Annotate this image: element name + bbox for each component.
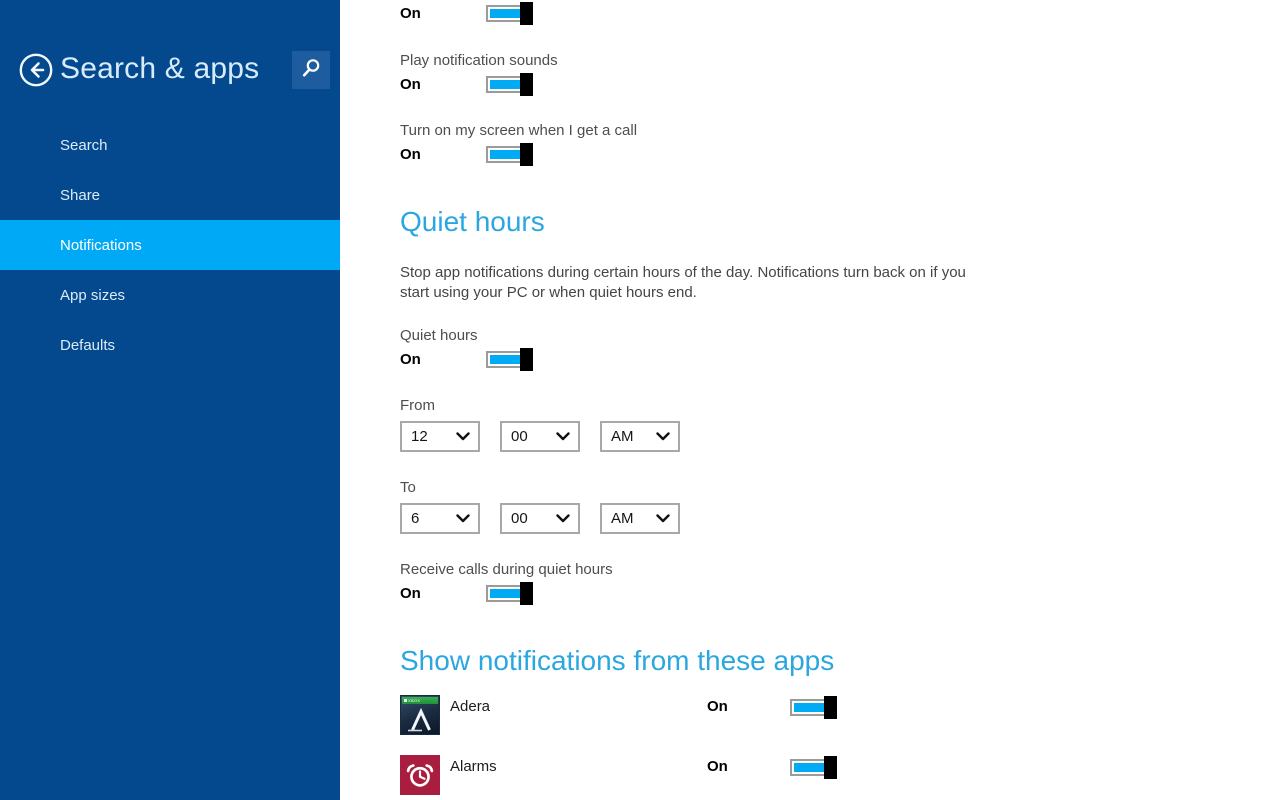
adera-app-icon: XBOX (400, 695, 440, 735)
sidebar: Search & apps Search Share Notifications… (0, 0, 340, 800)
toggle-state-label: On (400, 146, 421, 163)
sidebar-item-search[interactable]: Search (60, 136, 108, 154)
to-hour-wrap: 6 (400, 503, 480, 534)
toggle-switch[interactable] (790, 696, 837, 719)
toggle-thumb[interactable] (520, 582, 533, 605)
toggle-state-label: On (400, 585, 421, 602)
toggle-row-quiet-hours: On (400, 348, 533, 371)
quiet-hours-heading: Quiet hours (400, 206, 545, 237)
toggle-switch[interactable] (790, 756, 837, 779)
to-ampm-select[interactable]: AM (600, 503, 680, 534)
settings-content: On Play notification sounds On Turn on m… (340, 0, 1280, 800)
sidebar-item-share[interactable]: Share (60, 186, 101, 204)
to-hour-select[interactable]: 6 (400, 503, 480, 534)
toggle-state-label: On (400, 76, 421, 93)
app-row-adera: XBOX Adera On (400, 695, 1280, 735)
toggle-row-receive-calls: On (400, 582, 533, 605)
search-button[interactable] (292, 51, 330, 89)
sidebar-item-defaults[interactable]: Defaults (60, 336, 116, 354)
toggle-state-label: On (707, 698, 728, 715)
app-name: Adera (450, 698, 491, 715)
toggle-thumb[interactable] (824, 696, 837, 719)
from-hour-select[interactable]: 12 (400, 421, 480, 452)
toggle-row-screen-on-call: On (400, 143, 533, 166)
to-select-row: 6 00 AM (400, 503, 700, 534)
adera-letter-icon (401, 704, 439, 734)
to-ampm-wrap: AM (600, 503, 680, 534)
xbox-banner: XBOX (402, 697, 438, 704)
toggle-state-label: On (400, 5, 421, 22)
from-hour-wrap: 12 (400, 421, 480, 452)
receive-calls-label: Receive calls during quiet hours (400, 561, 613, 578)
back-arrow-icon (19, 53, 53, 91)
page-title: Search & apps (60, 52, 260, 85)
from-ampm-wrap: AM (600, 421, 680, 452)
sidebar-header: Search & apps (0, 0, 340, 120)
play-sounds-label: Play notification sounds (400, 52, 558, 69)
toggle-thumb[interactable] (520, 2, 533, 25)
from-minute-select[interactable]: 00 (500, 421, 580, 452)
toggle-state-label: On (707, 758, 728, 775)
toggle-switch[interactable] (486, 73, 533, 96)
from-select-row: 12 00 AM (400, 421, 700, 452)
from-ampm-select[interactable]: AM (600, 421, 680, 452)
app-name: Alarms (450, 758, 497, 775)
toggle-switch[interactable] (486, 582, 533, 605)
toggle-switch[interactable] (486, 2, 533, 25)
xbox-badge-label: XBOX (408, 698, 421, 703)
to-minute-wrap: 00 (500, 503, 580, 534)
toggle-row-play-sounds: On (400, 73, 533, 96)
sidebar-nav: Search Share Notifications App sizes Def… (0, 120, 340, 370)
screen-on-call-label: Turn on my screen when I get a call (400, 122, 638, 139)
toggle-thumb[interactable] (520, 348, 533, 371)
alarm-clock-icon (406, 764, 434, 787)
apps-section-heading: Show notifications from these apps (400, 645, 835, 676)
to-minute-select[interactable]: 00 (500, 503, 580, 534)
from-minute-wrap: 00 (500, 421, 580, 452)
from-label: From (400, 397, 435, 414)
search-icon (300, 57, 322, 84)
quiet-hours-toggle-label: Quiet hours (400, 327, 478, 344)
toggle-switch[interactable] (486, 143, 533, 166)
toggle-thumb[interactable] (520, 143, 533, 166)
xbox-logo-icon (404, 699, 407, 702)
alarms-app-icon (400, 755, 440, 795)
to-label: To (400, 479, 416, 496)
toggle-switch[interactable] (486, 348, 533, 371)
toggle-thumb[interactable] (520, 73, 533, 96)
app-row-alarms: Alarms On (400, 755, 1280, 795)
toggle-thumb[interactable] (824, 756, 837, 779)
sidebar-item-notifications[interactable]: Notifications (0, 220, 340, 270)
sidebar-item-app-sizes[interactable]: App sizes (60, 286, 126, 304)
back-button[interactable] (19, 53, 53, 87)
toggle-row-notification-banners: On (400, 2, 533, 25)
quiet-hours-description: Stop app notifications during certain ho… (400, 264, 966, 301)
toggle-state-label: On (400, 351, 421, 368)
